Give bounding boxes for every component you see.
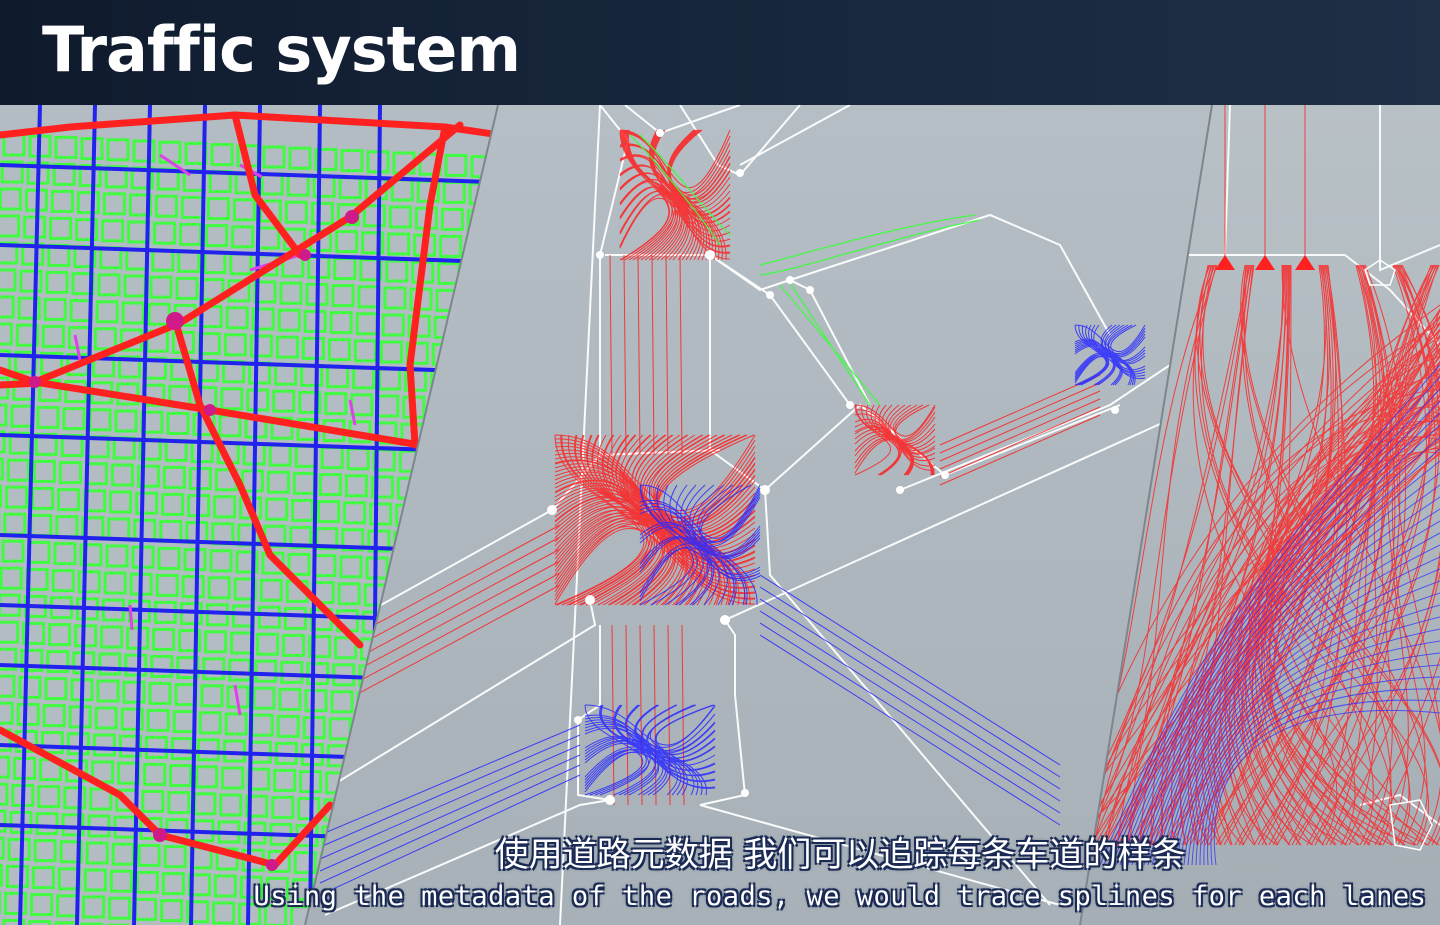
panels-illustration	[0, 105, 1440, 925]
image-stage	[0, 105, 1440, 925]
subtitle-english: Using the metadata of the roads, we woul…	[253, 881, 1427, 912]
subtitle-chinese: 使用道路元数据 我们可以追踪每条车道的样条	[494, 835, 1186, 875]
panel-dividers	[304, 105, 1213, 925]
title-bar: Traffic system	[0, 0, 1440, 105]
page-title: Traffic system	[42, 13, 521, 86]
